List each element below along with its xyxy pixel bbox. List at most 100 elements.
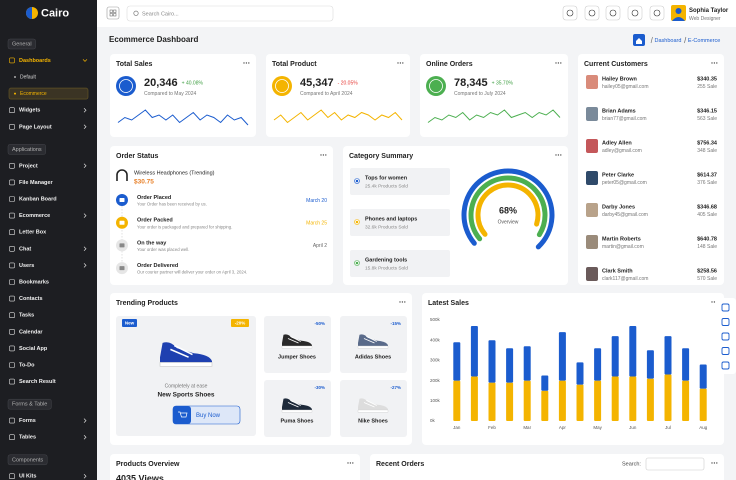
menu-dot[interactable] [713,62,716,64]
category-radio-dot [355,220,359,224]
category-item [350,250,450,277]
sidebar-item[interactable]: UI Kits [19,474,36,480]
menu-dot[interactable] [711,462,713,464]
sidebar-item[interactable]: Kanban Board [19,196,57,202]
stat-note: Compared to April 2024 [300,91,353,97]
step-title: On the way [137,240,167,246]
sidebar-item[interactable]: File Manager [19,180,53,186]
toolbar-icon[interactable] [721,332,730,341]
breadcrumb-item[interactable]: E-Commerce [688,38,720,44]
sidebar-icon [9,434,15,441]
menu-dot[interactable] [352,462,354,464]
step-icon-glyph [119,243,125,248]
sidebar-active-item[interactable] [8,87,89,100]
sidebar-item[interactable]: Page Layout [19,124,52,130]
menu-dot[interactable] [402,62,404,64]
menu-dot[interactable] [557,154,560,156]
menu-dot[interactable] [560,154,562,156]
stat-value: 20,346 [144,77,178,89]
topbar-icon-button[interactable] [649,5,665,21]
sidebar-item[interactable]: Calendar [19,329,43,335]
customer-avatar [586,267,598,281]
category-sold: 25.4k Products Sold [365,183,408,189]
bar-segment [453,342,461,381]
sidebar-item[interactable]: Users [19,263,34,269]
bar-segment [576,362,584,385]
menu-dot[interactable] [322,154,325,156]
x-tick-label: Jan [453,425,461,430]
bar-segment [594,348,602,381]
menu-dot[interactable] [557,62,560,64]
breadcrumb-item[interactable]: Dashboard [655,38,682,44]
overview-ring [475,182,541,248]
sidebar-sub-item[interactable]: Ecommerce [20,91,47,97]
step-title: Order Placed [137,195,171,201]
toolbar-icon[interactable] [721,303,730,312]
category-sold: 15.8k Products Sold [365,265,408,271]
customer-name: Clark Smith [602,268,633,274]
menu-dot[interactable] [399,62,402,64]
orders-search-input[interactable] [645,457,705,471]
sidebar-item[interactable]: Dashboards [19,58,51,64]
card-title: Total Sales [116,61,153,68]
topbar-icon-button[interactable] [562,5,578,21]
sidebar-section-box [7,144,46,155]
menu-dot[interactable] [399,301,401,303]
menu-dot[interactable] [248,62,250,64]
sidebar-chevron [83,124,87,130]
menu-dot[interactable] [713,462,716,464]
sidebar-item[interactable]: Letter Box [19,230,47,236]
sidebar-sub-item[interactable]: Default [20,74,36,80]
menu-dot[interactable] [555,154,557,156]
category-name: Gardening tools [365,257,407,263]
menu-dot[interactable] [245,62,248,64]
menu-dot[interactable] [243,62,245,64]
menu-dot[interactable] [716,462,718,464]
menu-dot[interactable] [349,462,352,464]
sidebar-item[interactable]: Search Result [19,379,56,385]
menu-dot[interactable] [555,62,557,64]
menu-dot[interactable] [397,62,399,64]
menu-dot[interactable] [560,62,562,64]
topbar-icon-button[interactable] [627,5,643,21]
menu-dot[interactable] [716,62,718,64]
toolbar-icon[interactable] [721,361,730,370]
menu-button[interactable] [106,6,120,20]
sparkline [273,109,403,124]
menu-dot[interactable] [711,62,713,64]
menu-dot[interactable] [401,301,404,303]
sidebar-item[interactable]: To-Do [19,362,35,368]
toolbar-icon[interactable] [721,347,730,355]
sidebar-item[interactable]: Project [19,163,38,169]
sidebar-item[interactable]: Bookmarks [19,279,49,285]
menu-dot[interactable] [325,154,327,156]
product-discount: -30% [314,385,325,390]
sidebar-item[interactable]: Chat [19,246,31,252]
breadcrumb-separator [650,36,653,44]
customer-amount: $640.78 [697,236,717,242]
menu-dot[interactable] [713,301,716,303]
menu-dot[interactable] [711,301,713,303]
buy-button-label[interactable]: Buy Now [196,413,221,419]
sidebar-item[interactable]: Contacts [19,296,43,302]
search-box[interactable] [126,5,334,22]
shoe-stripe [363,399,377,408]
menu-dot[interactable] [320,154,322,156]
customer-sales: 563 Sale [697,116,717,122]
topbar-icon-button[interactable] [605,5,621,21]
sidebar-item[interactable]: Tasks [19,313,34,319]
topbar-icon [609,9,617,17]
sidebar-chevron [83,246,87,252]
toolbar-icon[interactable] [721,318,730,326]
topbar-icon-button[interactable] [584,5,600,21]
product-discount: -27% [390,385,401,390]
menu-dot[interactable] [404,301,406,303]
customer-amount: $340.35 [697,76,717,82]
sidebar-item[interactable]: Ecommerce [19,213,50,219]
menu-dot[interactable] [347,462,349,464]
sidebar-item[interactable]: Forms [19,418,36,424]
sidebar-item[interactable]: Widgets [19,108,40,114]
sidebar-icon [9,312,15,319]
sidebar-item[interactable]: Social App [19,346,48,352]
sidebar-item[interactable]: Tables [19,435,36,441]
